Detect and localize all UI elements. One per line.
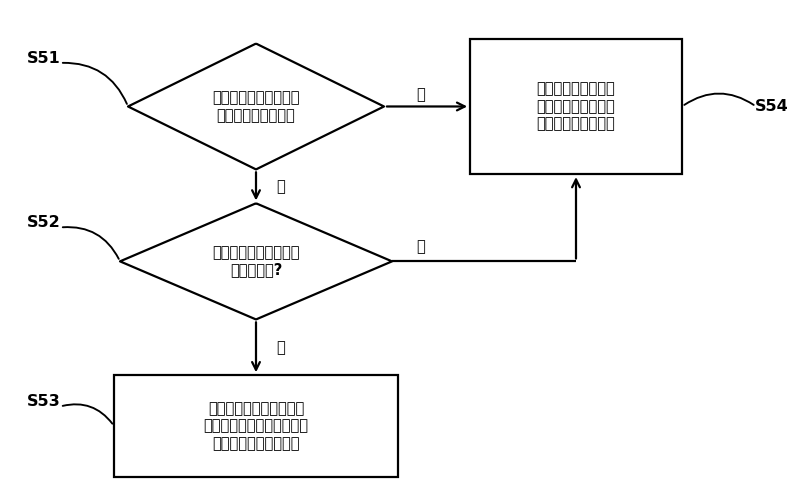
Text: 位置排在最后的激活窗内
本用户除第一个物理码道之
外的其它码道激活检测: 位置排在最后的激活窗内 本用户除第一个物理码道之 外的其它码道激活检测 — [203, 401, 309, 451]
Text: 是: 是 — [276, 179, 285, 194]
Text: 位置排在最后的激活窗
内物理码道多于一个: 位置排在最后的激活窗 内物理码道多于一个 — [212, 91, 300, 122]
Text: S54: S54 — [755, 99, 789, 114]
Text: 否: 否 — [416, 87, 425, 102]
Text: 否: 否 — [276, 340, 285, 355]
Bar — [114, 375, 398, 477]
Text: S53: S53 — [27, 394, 61, 409]
Text: 输出本用户实际的激
活物理码道总数以及
对应的激活物理码道: 输出本用户实际的激 活物理码道总数以及 对应的激活物理码道 — [537, 82, 615, 131]
Bar — [470, 39, 682, 174]
Text: 激活物理码道数满足参
量计算需求?: 激活物理码道数满足参 量计算需求? — [212, 245, 300, 277]
Text: S51: S51 — [27, 51, 61, 65]
Text: 是: 是 — [416, 240, 425, 254]
Text: S52: S52 — [27, 215, 61, 230]
